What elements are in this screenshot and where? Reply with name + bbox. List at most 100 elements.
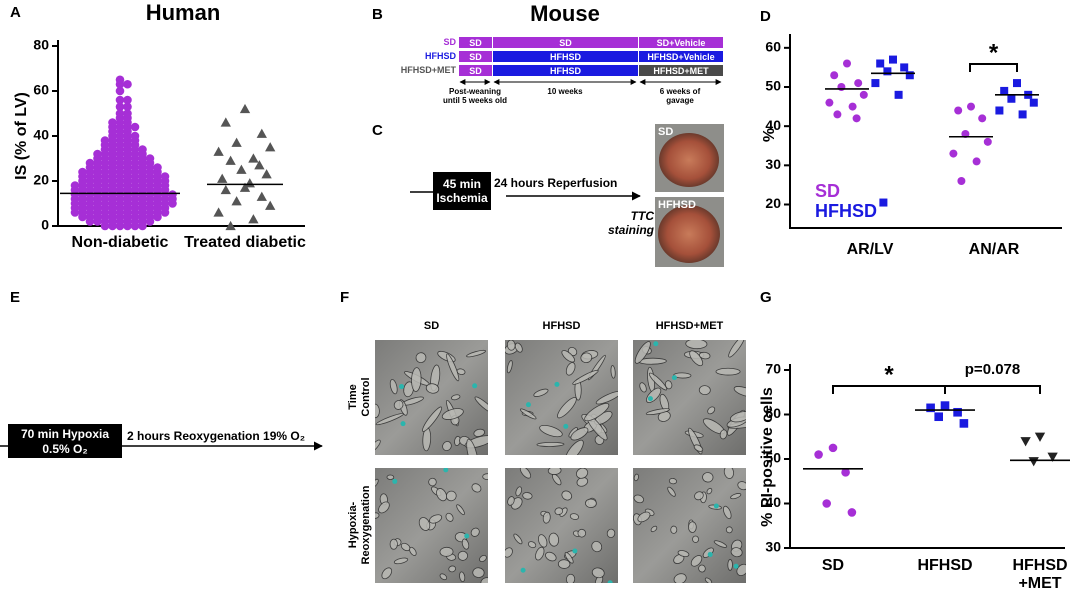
point [1018, 110, 1027, 119]
cell [537, 534, 548, 548]
point [833, 110, 842, 119]
cell [723, 505, 732, 520]
cell [694, 491, 704, 501]
y-axis-label: % [761, 128, 778, 142]
point [248, 153, 259, 163]
cell [479, 554, 487, 563]
cell [554, 507, 564, 516]
point [168, 190, 177, 199]
hypoxia-box [8, 424, 122, 458]
y-tick-label: 30 [765, 156, 781, 172]
point [854, 79, 863, 88]
cell [570, 427, 589, 441]
cell [445, 512, 454, 522]
point [822, 499, 831, 508]
cell [728, 340, 746, 358]
stained-nucleus [647, 396, 653, 402]
cell [733, 386, 746, 397]
cell [569, 513, 580, 520]
cell [565, 573, 576, 583]
cell [729, 411, 746, 423]
cell [698, 385, 711, 396]
staining-label: TTC staining [607, 209, 654, 237]
cell [730, 493, 742, 500]
panel-label: E [10, 289, 21, 306]
cell [535, 546, 545, 561]
cell [715, 367, 741, 376]
stained-nucleus [400, 421, 406, 427]
point [814, 450, 823, 459]
point [967, 102, 975, 111]
hypoxia-label: 70 min Hypoxia [20, 427, 110, 441]
point [983, 137, 992, 146]
cell [727, 559, 733, 571]
cell [577, 528, 587, 538]
y-axis-label: % PI-positive cells [759, 387, 776, 527]
point [1013, 79, 1021, 88]
point [1034, 432, 1046, 442]
point [115, 86, 125, 96]
cell [375, 512, 380, 519]
point [830, 71, 839, 80]
point [108, 118, 117, 127]
cell [606, 528, 616, 539]
cell [634, 341, 651, 364]
cell [466, 349, 486, 358]
cell [545, 551, 557, 562]
cell [591, 540, 603, 553]
point [905, 71, 914, 80]
cell [536, 441, 565, 447]
cell [514, 342, 523, 353]
point [145, 154, 155, 163]
heart [658, 205, 720, 263]
cell [610, 365, 616, 379]
stained-nucleus [707, 551, 713, 557]
point [848, 102, 857, 111]
stained-nucleus [554, 381, 560, 387]
legend-label: HFHSD [815, 201, 877, 221]
point [123, 102, 132, 112]
cell [381, 567, 393, 580]
stained-nucleus [733, 563, 739, 569]
point [871, 79, 880, 88]
cell [692, 535, 700, 543]
cell [580, 352, 593, 364]
cell [677, 550, 690, 558]
x-tick-label: Treated diabetic [184, 234, 306, 251]
x-tick-label: HFHSD +MET [1012, 557, 1067, 592]
segment: HFHSD [492, 64, 639, 77]
point [248, 214, 259, 224]
group-label: SD [443, 37, 456, 47]
cell [507, 496, 515, 506]
point [837, 83, 846, 91]
point [236, 164, 247, 174]
cell [428, 477, 437, 487]
cell [429, 514, 443, 524]
point [225, 220, 236, 231]
point [239, 103, 251, 114]
point [265, 142, 276, 152]
ischemia-label: 45 min Ischemia [436, 177, 488, 205]
point [995, 106, 1004, 115]
cell [411, 367, 422, 392]
point [978, 114, 987, 123]
cell [689, 350, 704, 367]
point [231, 196, 242, 206]
cell [505, 547, 513, 558]
micrograph [505, 468, 618, 583]
micrograph [375, 468, 488, 583]
cell [436, 488, 448, 502]
panel-label: B [372, 6, 383, 23]
segment: SD+Vehicle [638, 36, 724, 49]
point [217, 173, 228, 183]
segment: SD [458, 50, 493, 63]
point [1007, 94, 1016, 103]
point [894, 90, 903, 99]
cell [386, 474, 395, 480]
annotation: p=0.078 [965, 361, 1020, 378]
y-tick-label: 60 [765, 39, 781, 55]
point [825, 98, 834, 107]
point [220, 117, 231, 127]
cell [471, 483, 482, 493]
